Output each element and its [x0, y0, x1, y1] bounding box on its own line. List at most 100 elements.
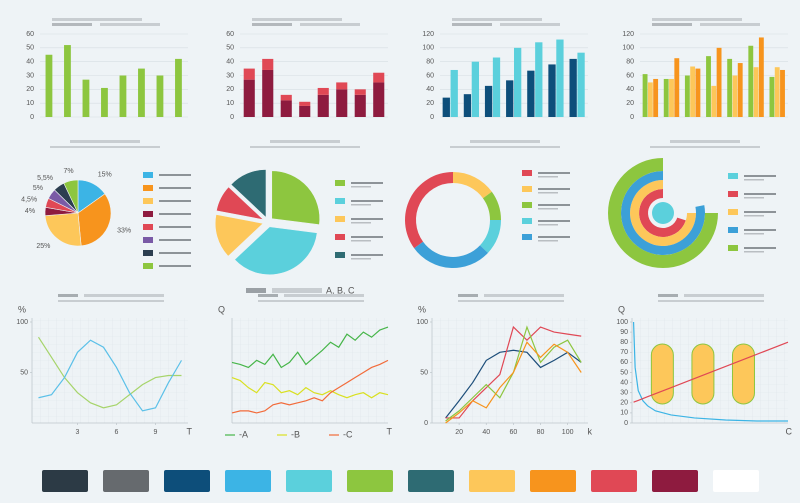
y-tick-label: 20: [26, 86, 34, 93]
placeholder-bar: [700, 23, 760, 26]
y-tick-label: 50: [20, 369, 28, 376]
legend-swatch: [522, 218, 532, 224]
y-tick-label: 10: [620, 410, 628, 417]
bar: [463, 94, 472, 117]
legend-swatch: [728, 227, 738, 233]
legend-label: -A: [239, 429, 248, 439]
decor-shape: [691, 343, 715, 405]
y-tick-label: 60: [426, 72, 434, 79]
legend-swatch: [728, 209, 738, 215]
placeholder-bar: [538, 224, 558, 226]
bar: [45, 54, 53, 117]
y-tick-label: 0: [30, 114, 34, 121]
data-label: 7%: [63, 168, 73, 175]
donut-slice: [482, 191, 501, 220]
color-swatch: [42, 470, 88, 492]
donut-slice: [405, 172, 453, 249]
data-label: 15%: [98, 172, 112, 179]
x-tick-label: 60: [509, 429, 517, 436]
bar: [647, 82, 653, 117]
x-tick-label: 40: [482, 429, 490, 436]
y-tick-label: 60: [626, 72, 634, 79]
color-swatch: [164, 470, 210, 492]
placeholder-bar: [538, 240, 558, 242]
color-swatch: [225, 470, 271, 492]
bar: [492, 57, 501, 117]
bar: [138, 68, 145, 117]
bar: [569, 58, 577, 117]
placeholder-bar: [538, 208, 558, 210]
legend-label: -C: [343, 429, 353, 439]
pie-slice: [271, 170, 321, 226]
y-tick-label: 20: [620, 400, 628, 407]
placeholder-bar: [538, 192, 558, 194]
bar: [64, 45, 71, 117]
placeholder-bar: [744, 175, 776, 177]
bar: [780, 69, 785, 117]
y-tick-label: 100: [616, 319, 628, 326]
placeholder-bar: [658, 294, 678, 297]
line-series: [37, 336, 182, 409]
placeholder-bar: [538, 188, 570, 190]
y-tick-label: 40: [26, 59, 34, 66]
legend-swatch: [143, 185, 153, 191]
placeholder-bar: [538, 204, 570, 206]
placeholder-bar: [744, 193, 776, 195]
y-tick-label: 20: [426, 100, 434, 107]
bar: [684, 75, 690, 117]
placeholder-bar: [52, 18, 142, 21]
placeholder-bar: [258, 300, 364, 302]
legend-swatch: [143, 263, 153, 269]
bar-segment: [262, 58, 274, 70]
placeholder-bar: [452, 23, 492, 26]
color-swatch: [591, 470, 637, 492]
color-swatch: [408, 470, 454, 492]
placeholder-bar: [744, 197, 764, 199]
legend-swatch: [143, 224, 153, 230]
placeholder-bar: [351, 222, 371, 224]
placeholder-bar: [351, 200, 383, 202]
data-label: 25%: [36, 243, 50, 250]
pie-slice: [214, 214, 264, 257]
line-series: [231, 359, 389, 414]
x-tick-label: 20: [455, 429, 463, 436]
placeholder-bar: [159, 187, 191, 189]
bar-segment: [317, 94, 329, 117]
bar-segment: [243, 68, 255, 80]
placeholder-bar: [744, 233, 764, 235]
placeholder-bar: [500, 23, 560, 26]
y-tick-label: 50: [420, 369, 428, 376]
line-series: [445, 341, 582, 424]
legend-swatch: [728, 245, 738, 251]
bar-segment: [373, 82, 385, 117]
plot-background: [432, 318, 588, 423]
bar: [748, 45, 754, 118]
bar-segment: [262, 69, 274, 117]
bar: [674, 58, 680, 117]
placeholder-bar: [159, 239, 191, 241]
pie-slice: [44, 212, 82, 247]
donut-slice: [453, 172, 492, 199]
y-tick-label: 0: [430, 114, 434, 121]
y-tick-label: 100: [622, 45, 634, 52]
y-tick-label: 10: [226, 100, 234, 107]
placeholder-bar: [351, 186, 371, 188]
placeholder-bar: [458, 294, 478, 297]
bar: [119, 75, 127, 117]
bar: [175, 58, 182, 117]
placeholder-bar: [351, 218, 383, 220]
placeholder-bar: [684, 294, 764, 297]
bar: [514, 47, 522, 118]
bar: [727, 58, 733, 117]
line-series: [445, 349, 582, 419]
bar-segment: [299, 105, 311, 117]
y-tick-label: 20: [626, 100, 634, 107]
bar-segment: [299, 101, 311, 106]
y-tick-label: 0: [630, 114, 634, 121]
placeholder-bar: [351, 240, 371, 242]
legend-swatch: [143, 172, 153, 178]
bar: [101, 87, 108, 117]
y-tick-label: 40: [426, 86, 434, 93]
